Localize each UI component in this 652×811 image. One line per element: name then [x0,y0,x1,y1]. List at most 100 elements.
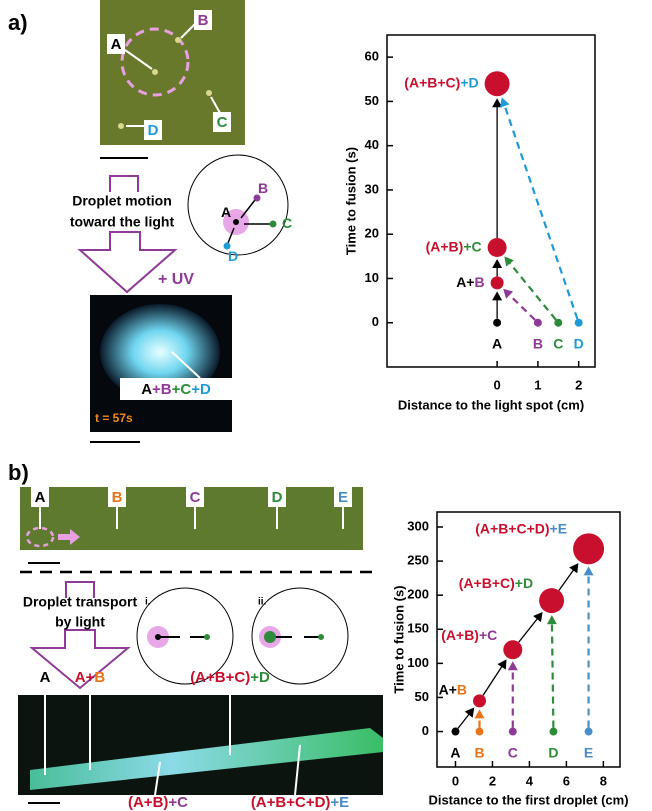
inset-label: ii. [258,597,267,608]
inset-droplet [204,634,210,640]
photo-label: A [111,36,122,53]
label-part: C [508,744,518,760]
arrow-head [569,563,578,573]
arrow-head [492,259,502,268]
arrow [483,664,503,695]
droplet [451,728,459,736]
label-part: B [474,274,484,290]
y-axis-label: Time to fusion (s) [391,585,406,693]
y-tick-label: 0 [422,723,429,738]
label-part: B [112,489,123,506]
arrow-head [533,612,543,622]
arrow-head [475,709,485,718]
point-label: B [474,744,484,760]
y-tick-label: 200 [407,587,429,602]
droplet [485,71,510,96]
label-part: (A+B+C+D) [475,520,549,536]
label-part: A [141,381,152,398]
label-part: A [111,36,122,53]
label-part: E [338,489,348,506]
photo-label: B [198,12,209,29]
photo-label: E [338,489,348,506]
x-tick-label: 1 [534,377,541,392]
point-label: (A+B)+C [426,238,482,254]
label-part: D [228,248,238,264]
label-part: B [258,180,268,196]
label-part: D [548,744,558,760]
label-part: (A+B) [426,238,464,254]
label-part: C [190,489,201,506]
droplet [554,319,562,327]
inset-droplet [233,219,239,225]
label-part: A+ [75,669,95,686]
photo-label: B [112,489,123,506]
arrow [559,568,575,591]
point-label: E [584,744,593,760]
arrow-head [500,97,509,107]
x-tick-label: 0 [452,773,459,788]
arrow-head [504,256,514,266]
droplet [539,588,564,613]
label-part: D [148,122,159,139]
figure: a)ABCDDroplet motiontoward the light+ UV… [0,0,652,811]
label-part: +C [479,627,497,643]
y-tick-label: 0 [372,314,379,329]
x-axis-label: Distance to the light spot (cm) [398,397,584,412]
point-label: (A+B+C)+D [404,74,478,90]
panel-label: a) [8,10,28,35]
inset-label: C [282,215,292,231]
label-part: D [272,489,283,506]
label-part: A [450,744,460,760]
label-part: B [457,681,467,697]
dashed-arrow [507,293,535,320]
point-label: A+B [439,681,467,697]
point-label: D [574,335,584,351]
dashed-arrow [552,621,554,727]
x-axis-label: Distance to the first droplet (cm) [428,792,628,807]
point-label: C [553,335,563,351]
label-part: A [221,204,231,220]
label-part: B [94,669,105,686]
droplet [575,319,583,327]
point-label: (A+B+C+D)+E [475,520,567,536]
label-part: C [553,335,563,351]
x-tick-label: 4 [526,773,534,788]
droplet [476,728,484,736]
droplet [585,728,593,736]
x-tick-label: 2 [575,377,582,392]
y-tick-label: 40 [365,137,379,152]
caption: toward the light [70,214,175,230]
droplet [493,319,501,327]
label-part: E [584,744,593,760]
label-part: A [40,669,51,686]
y-tick-label: 250 [407,553,429,568]
droplet [473,694,486,707]
label-part: +C [463,238,481,254]
x-tick-label: 6 [563,773,570,788]
arrow [519,617,539,643]
sequence-label: A+B [75,669,106,686]
x-tick-label: 2 [489,773,496,788]
label-part: A [35,489,46,506]
label-part: +C [172,381,192,398]
caption: by light [55,614,105,630]
label-part: +D [250,669,270,686]
y-tick-label: 60 [365,49,379,64]
x-tick-label: 0 [494,377,501,392]
label-part: (A+B+C+D) [251,794,331,811]
inset-droplet [270,221,277,228]
point-label: A [492,335,502,351]
label-part: A+ [456,274,474,290]
inset-label: D [228,248,238,264]
y-tick-label: 300 [407,518,429,533]
label-part: A+ [439,681,457,697]
point-label: D [548,744,558,760]
droplet [491,276,504,289]
y-tick-label: 10 [365,270,379,285]
label-part: +D [460,74,478,90]
arrow-head [497,659,506,669]
sequence-label: (A+B)+C [128,794,188,811]
arrow-head [492,291,502,300]
y-tick-label: 30 [365,181,379,196]
caption: Droplet transport [23,594,138,610]
